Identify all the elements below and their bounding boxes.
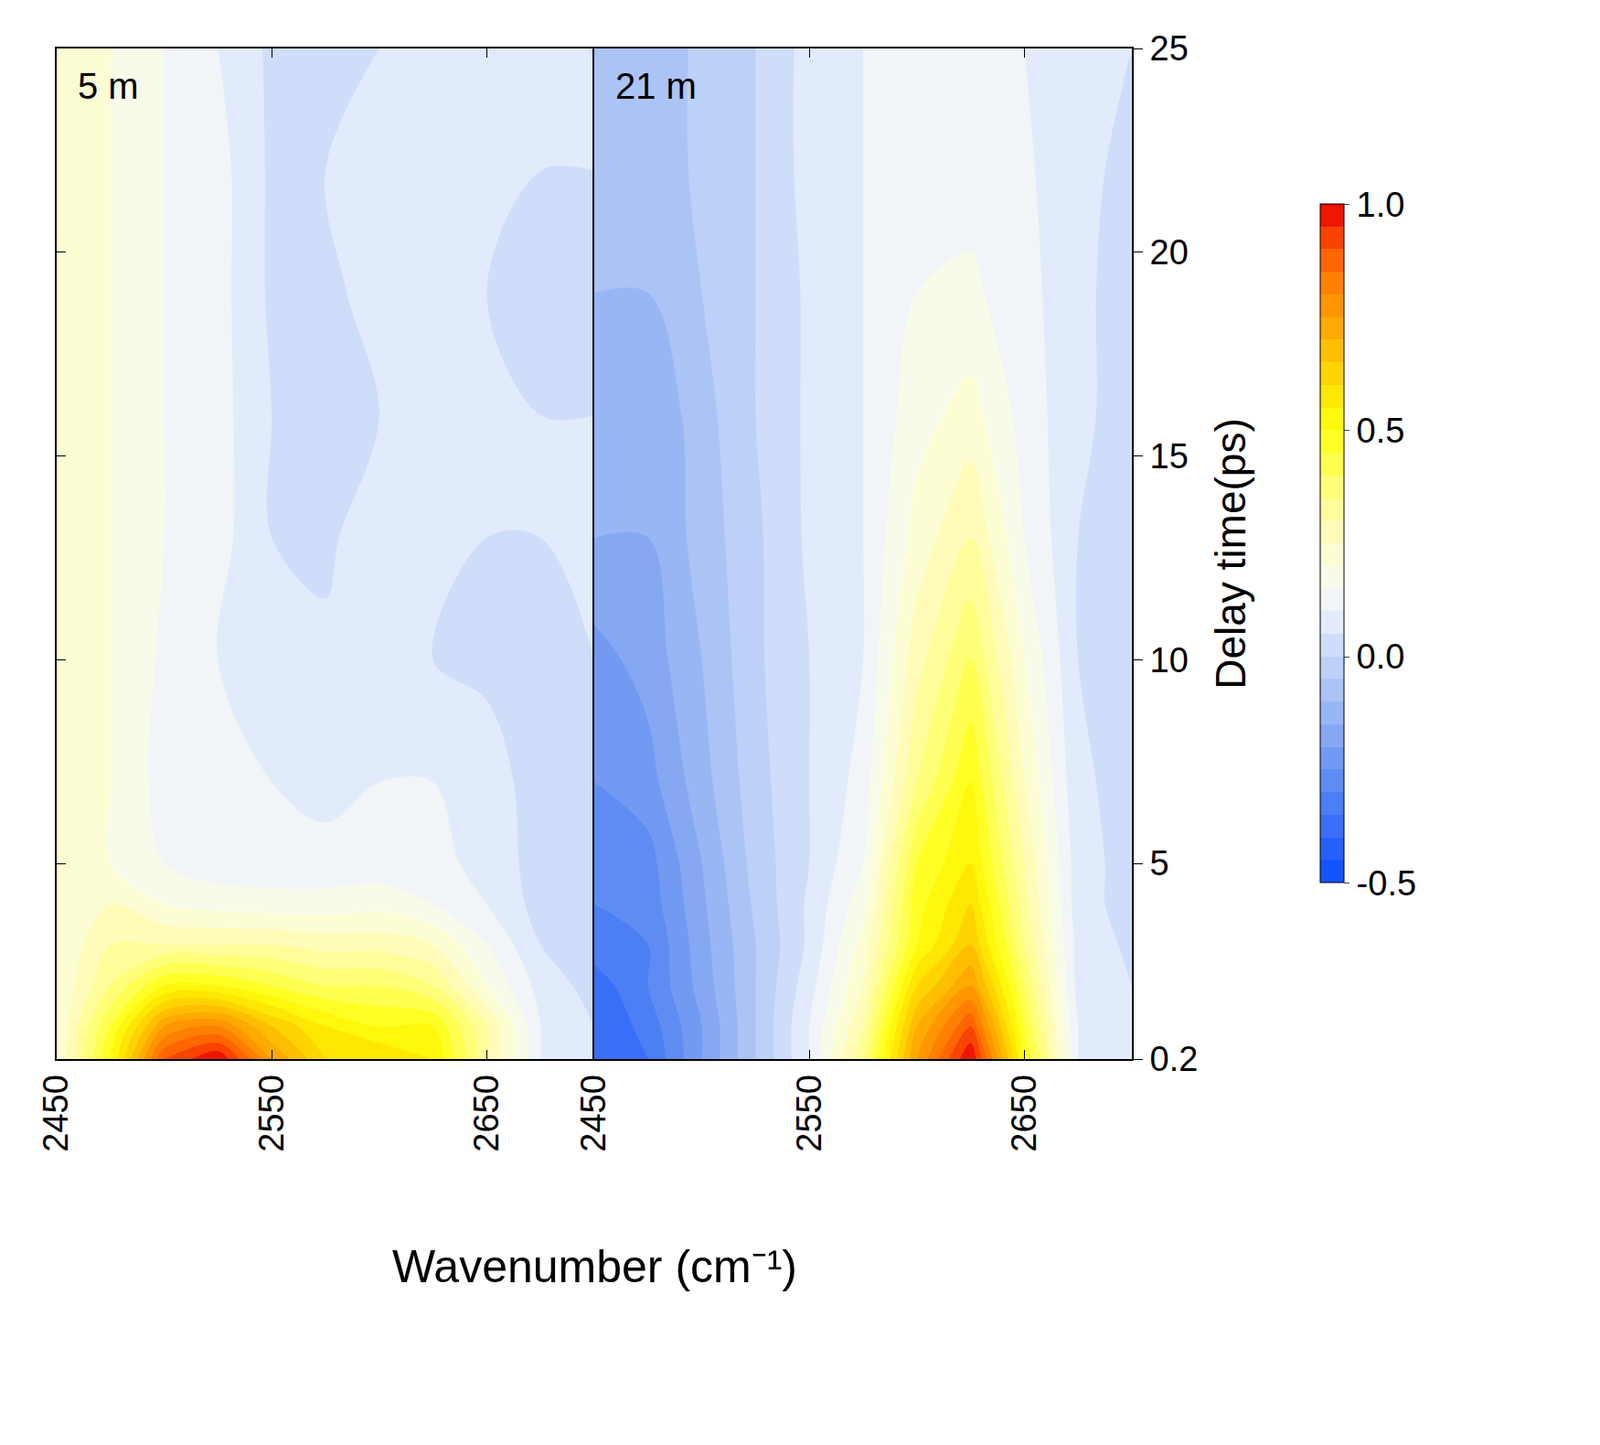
svg-text:20: 20: [1150, 233, 1189, 272]
svg-text:0.2: 0.2: [1150, 1039, 1199, 1078]
svg-text:5 m: 5 m: [77, 65, 139, 107]
svg-text:0.0: 0.0: [1356, 637, 1406, 676]
svg-text:5: 5: [1150, 843, 1170, 883]
svg-text:2550: 2550: [252, 1074, 291, 1152]
svg-text:Delay time(ps): Delay time(ps): [1206, 417, 1255, 690]
svg-text:0.5: 0.5: [1356, 411, 1406, 450]
svg-text:1.0: 1.0: [1356, 185, 1406, 224]
svg-text:-0.5: -0.5: [1356, 864, 1417, 903]
svg-text:15: 15: [1150, 437, 1189, 476]
svg-text:2550: 2550: [789, 1074, 829, 1152]
svg-text:2450: 2450: [574, 1074, 613, 1152]
svg-text:2650: 2650: [1004, 1074, 1044, 1152]
svg-text:10: 10: [1150, 640, 1189, 680]
svg-text:2650: 2650: [467, 1074, 506, 1152]
svg-text:21 m: 21 m: [615, 65, 697, 107]
svg-text:25: 25: [1150, 29, 1189, 68]
svg-text:Wavenumber (cm⁻¹): Wavenumber (cm⁻¹): [392, 1240, 798, 1292]
svg-text:2450: 2450: [36, 1074, 75, 1152]
